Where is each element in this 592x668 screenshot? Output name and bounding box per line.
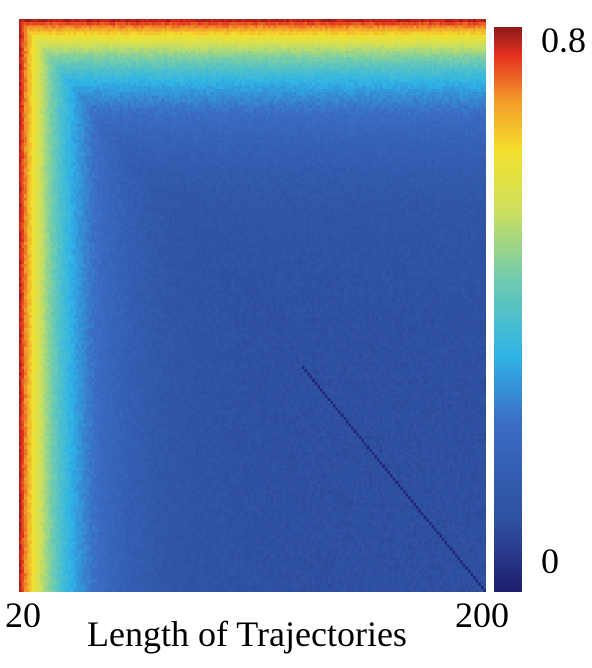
- colorbar: [494, 27, 522, 592]
- x-axis-label: Length of Trajectories: [87, 614, 407, 654]
- x-axis-tick-end: 200: [455, 595, 509, 635]
- x-axis-tick-start: 20: [5, 595, 41, 635]
- colorbar-tick-min: 0: [541, 541, 559, 581]
- colorbar-tick-max: 0.8: [541, 20, 586, 60]
- heatmap-plot: [19, 19, 486, 592]
- colorbar-gradient: [494, 27, 522, 592]
